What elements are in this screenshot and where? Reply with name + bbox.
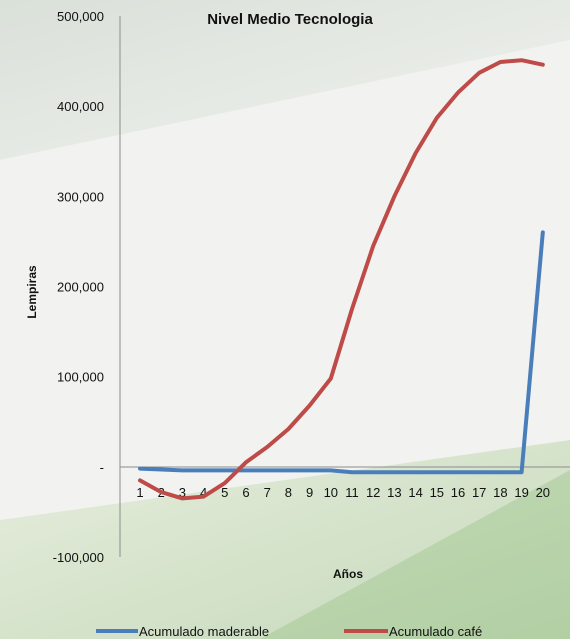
- x-tick-label: 3: [179, 485, 186, 500]
- x-tick-label: 8: [285, 485, 292, 500]
- x-axis-ticks: 1 2 3 4 5 6 7 8 9 10 11 12 13 14 15 16 17 18 19 20: [136, 485, 550, 500]
- y-axis-title: Lempiras: [25, 265, 39, 319]
- y-axis-ticks: 500,000 400,000 300,000 200,000 100,000 - -100…: [53, 9, 104, 565]
- y-tick-label: 400,000: [57, 99, 104, 114]
- legend-label-maderable: Acumulado maderable: [139, 624, 269, 639]
- x-tick-label: 4: [200, 485, 207, 500]
- x-tick-label: 16: [451, 485, 465, 500]
- y-tick-label: -: [100, 460, 104, 475]
- series-lines: [138, 58, 545, 501]
- y-tick-label: 300,000: [57, 189, 104, 204]
- legend-label-cafe: Acumulado café: [389, 624, 482, 639]
- series-line-cafe: [138, 58, 545, 501]
- y-tick-label: 200,000: [57, 280, 104, 295]
- x-tick-label: 19: [514, 485, 528, 500]
- x-tick-label: 11: [345, 485, 359, 500]
- x-tick-label: 17: [472, 485, 486, 500]
- x-tick-label: 10: [324, 485, 338, 500]
- x-tick-label: 13: [387, 485, 401, 500]
- x-tick-label: 20: [536, 485, 550, 500]
- y-tick-label: 100,000: [57, 370, 104, 385]
- x-tick-label: 14: [408, 485, 422, 500]
- x-tick-label: 1: [136, 485, 143, 500]
- y-tick-label: 500,000: [57, 9, 104, 24]
- series-line-maderable: [138, 230, 545, 475]
- chart-title: Nivel Medio Tecnologia: [207, 11, 373, 28]
- y-tick-label: -100,000: [53, 550, 104, 565]
- x-tick-label: 15: [430, 485, 444, 500]
- x-tick-label: 9: [306, 485, 313, 500]
- legend: Acumulado maderable Acumulado café: [96, 624, 482, 639]
- x-tick-label: 18: [493, 485, 507, 500]
- x-tick-label: 6: [242, 485, 249, 500]
- x-tick-label: 12: [366, 485, 380, 500]
- x-axis-title: Años: [333, 567, 363, 581]
- x-tick-label: 5: [221, 485, 228, 500]
- x-tick-label: 7: [264, 485, 271, 500]
